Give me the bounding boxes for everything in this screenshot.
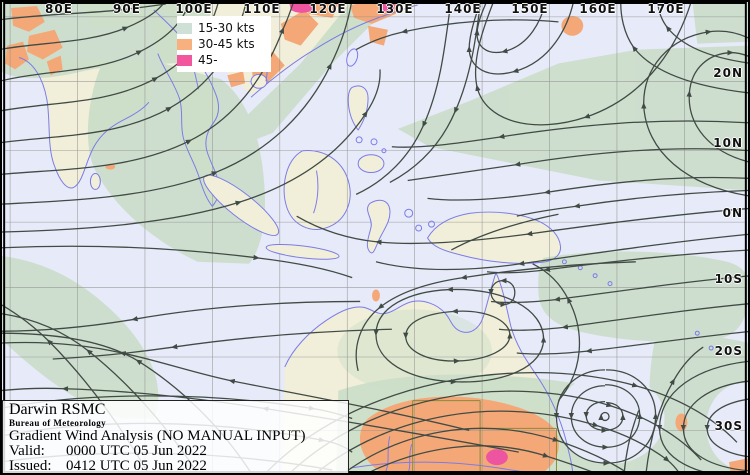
legend-item-label: 45- (198, 53, 218, 67)
legend-item-label: 15-30 kts (198, 21, 255, 35)
legend-swatch (177, 22, 192, 34)
valid-time-line: Valid: 0000 UTC 05 Jun 2022 (9, 444, 348, 459)
wind-speed-legend: 15-30 kts 30-45 kts 45- (177, 16, 271, 72)
valid-label: Valid: (9, 443, 45, 459)
legend-item: 30-45 kts (177, 36, 265, 52)
legend-item: 15-30 kts (177, 20, 265, 36)
valid-value: 0000 UTC 05 Jun 2022 (66, 443, 207, 459)
longitude-label: 130E (376, 2, 414, 16)
agency-name: Darwin RSMC (9, 401, 106, 418)
latitude-label: 0N (722, 206, 743, 220)
longitude-label: 110E (243, 2, 281, 16)
issued-time-line: Issued: 0412 UTC 05 Jun 2022 (9, 459, 348, 474)
longitude-label: 90E (113, 2, 141, 16)
product-info-box: Darwin RSMC Bureau of Meteorology Gradie… (2, 400, 349, 474)
longitude-label: 120E (309, 2, 347, 16)
legend-item-label: 30-45 kts (198, 37, 255, 51)
wind-shading-45-layer (289, 2, 508, 466)
longitude-label: 160E (579, 2, 617, 16)
latitude-label: 20S (714, 344, 743, 358)
longitude-label: 100E (175, 2, 213, 16)
legend-swatch (177, 38, 192, 50)
bureau-name: Bureau of Meteorology (9, 418, 107, 428)
state-borders (412, 400, 557, 473)
longitude-label: 140E (444, 2, 482, 16)
issued-value: 0412 UTC 05 Jun 2022 (66, 458, 207, 474)
latitude-label: 10N (713, 136, 743, 150)
wind-shading-30-45-layer (5, 2, 748, 473)
latitude-label: 10S (714, 272, 743, 286)
map-border (3, 2, 747, 473)
longitude-label: 150E (511, 2, 549, 16)
legend-swatch (177, 54, 192, 66)
legend-item: 45- (177, 52, 265, 68)
longitude-label: 80E (45, 2, 73, 16)
issued-label: Issued: (9, 458, 52, 474)
longitude-label: 170E (647, 2, 685, 16)
latitude-label: 30S (714, 419, 743, 433)
latitude-label: 20N (713, 66, 743, 80)
product-title: Gradient Wind Analysis (NO MANUAL INPUT) (9, 428, 306, 444)
